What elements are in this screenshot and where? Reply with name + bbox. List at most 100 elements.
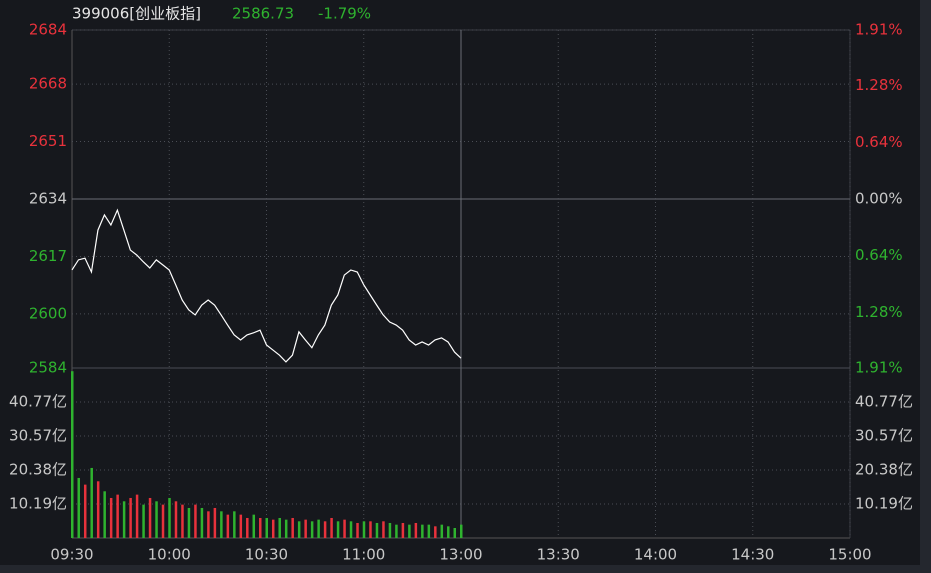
volume-bar	[148, 497, 152, 538]
volume-bar	[440, 524, 444, 538]
volume-bar	[414, 522, 418, 538]
x-tick-label: 15:00	[828, 546, 871, 564]
volume-bar	[278, 517, 281, 538]
volume-bar	[194, 504, 197, 538]
volume-bar	[220, 511, 223, 538]
volume-bar	[226, 514, 230, 538]
volume-tick-label: 30.57亿	[855, 427, 913, 445]
volume-bar	[135, 494, 139, 538]
x-tick-label: 11:00	[342, 546, 385, 564]
volume-bar	[362, 521, 366, 538]
y2-tick-label: 0.00%	[855, 190, 903, 208]
volume-bar	[168, 497, 171, 538]
volume-bar	[369, 521, 372, 538]
volume-bar	[401, 522, 405, 538]
volume-bar	[395, 524, 398, 538]
volume-bar	[129, 497, 132, 538]
volume-bar	[259, 517, 262, 538]
side-panel	[920, 0, 931, 573]
volume-bar	[161, 504, 165, 538]
volume-bar	[271, 519, 275, 538]
volume-bar	[252, 514, 256, 538]
volume-tick-label: 30.57亿	[9, 427, 67, 445]
volume-bar	[284, 519, 288, 538]
volume-bar	[343, 519, 346, 538]
volume-bar	[460, 524, 463, 538]
volume-bar	[187, 507, 191, 538]
x-tick-label: 13:30	[537, 546, 580, 564]
volume-bar	[356, 522, 359, 538]
index-code: 399006[创业板指]	[72, 5, 201, 23]
x-tick-label: 10:00	[148, 546, 191, 564]
volume-tick-label: 20.38亿	[855, 461, 913, 479]
volume-bar	[233, 511, 236, 538]
volume-bar	[90, 467, 93, 538]
y2-tick-label: 0.64%	[855, 133, 903, 151]
volume-bar	[83, 484, 87, 538]
bottom-panel	[0, 565, 931, 573]
volume-bar	[310, 521, 314, 538]
volume-bar	[447, 526, 450, 538]
volume-bar	[200, 507, 204, 538]
volume-bar	[382, 521, 385, 538]
volume-bar	[330, 517, 333, 538]
x-tick-label: 13:00	[439, 546, 482, 564]
volume-tick-label: 40.77亿	[9, 392, 67, 410]
x-tick-label: 09:30	[50, 546, 93, 564]
volume-bar	[291, 517, 294, 538]
volume-bar	[142, 504, 145, 538]
y-tick-label: 2668	[29, 75, 67, 93]
volume-tick-label: 40.77亿	[855, 392, 913, 410]
y2-tick-label: 1.28%	[855, 76, 903, 94]
volume-bar	[109, 497, 113, 538]
y2-tick-label: 0.64%	[855, 246, 903, 264]
x-tick-label: 10:30	[245, 546, 288, 564]
volume-bar	[213, 507, 217, 538]
volume-bar	[96, 481, 100, 538]
volume-bar	[375, 522, 379, 538]
price-line	[71, 208, 462, 363]
volume-bar	[71, 371, 74, 538]
last-price: 2586.73	[232, 5, 294, 23]
volume-bar	[421, 524, 424, 538]
change: -1.79%	[318, 5, 371, 23]
volume-tick-label: 10.19亿	[9, 495, 67, 513]
volume-bar	[174, 501, 178, 538]
volume-bar	[265, 517, 268, 538]
volume-bar	[239, 514, 243, 538]
y2-tick-label: 1.91%	[855, 359, 903, 377]
volume-bar	[304, 519, 307, 538]
volume-bar	[323, 521, 327, 538]
volume-bar	[207, 511, 210, 538]
y-tick-label: 2617	[29, 247, 67, 265]
volume-bar	[317, 519, 320, 538]
x-tick-label: 14:30	[731, 546, 774, 564]
volume-bar	[155, 501, 158, 538]
y-tick-label: 2600	[29, 304, 67, 322]
y-tick-label: 2684	[29, 21, 67, 39]
y-tick-label: 2651	[29, 132, 67, 150]
y-tick-label: 2634	[29, 190, 67, 208]
volume-bar	[116, 494, 119, 538]
volume-bar	[427, 524, 431, 538]
x-tick-label: 14:00	[634, 546, 677, 564]
volume-bar	[246, 517, 249, 538]
volume-bar	[408, 524, 411, 538]
volume-bar	[453, 527, 457, 538]
volume-bar	[297, 521, 301, 538]
y-tick-label: 2584	[29, 359, 67, 377]
volume-bar	[181, 504, 184, 538]
y2-tick-label: 1.28%	[855, 303, 903, 321]
volume-bar	[349, 521, 353, 538]
volume-bar	[434, 526, 437, 538]
y2-tick-label: 1.91%	[855, 21, 903, 39]
volume-bar	[77, 477, 80, 538]
volume-bar	[103, 491, 106, 538]
volume-tick-label: 10.19亿	[855, 495, 913, 513]
volume-bar	[336, 521, 340, 538]
volume-bar	[122, 501, 126, 538]
volume-tick-label: 20.38亿	[9, 461, 67, 479]
volume-bar	[388, 522, 392, 538]
